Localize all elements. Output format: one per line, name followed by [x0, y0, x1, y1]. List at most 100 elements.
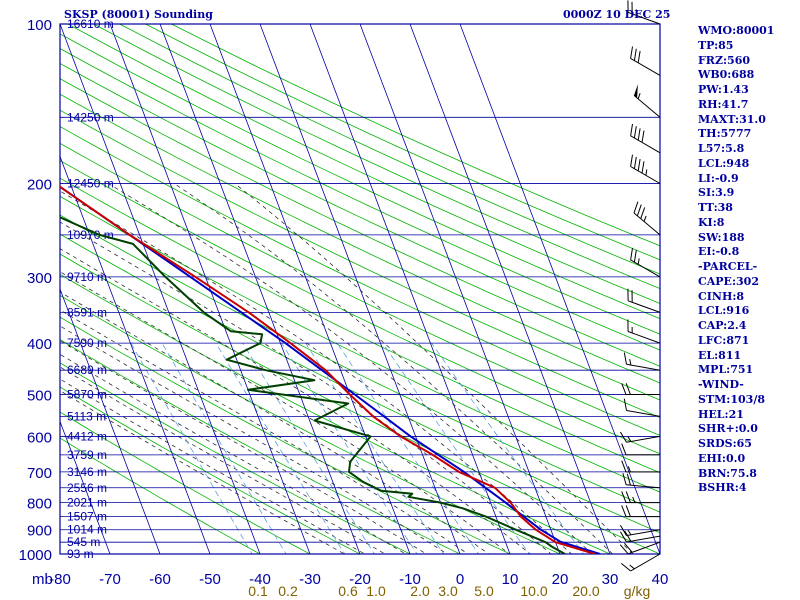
isotherm: [259, 24, 461, 554]
height-label: 5870 m: [67, 387, 107, 401]
pressure-label: 400: [27, 336, 52, 353]
wind-barb-staff: [626, 484, 661, 489]
moist-adiabat: [60, 271, 511, 554]
isotherm: [109, 24, 311, 554]
index-item: RH:41.7: [698, 97, 749, 111]
wind-barb-feather: [621, 443, 627, 455]
dry-adiabat: [60, 78, 660, 367]
wind-barb-staff: [630, 166, 661, 184]
mixing-ratio-line: [336, 342, 480, 554]
index-item: CAP:2.4: [698, 319, 747, 332]
wind-barb-feather: [636, 204, 642, 217]
isotherm: [60, 420, 111, 554]
mixing-ratio-label: g/kg: [624, 583, 650, 599]
wind-barb-feather: [630, 154, 633, 167]
isotherm: [60, 24, 261, 554]
height-label: 9710 m: [67, 270, 107, 284]
wind-barb-feather: [630, 46, 633, 59]
moist-adiabat: [108, 183, 593, 554]
index-item: TH:5777: [698, 127, 752, 141]
wind-barb-feather: [623, 352, 627, 365]
wind-barb-half-feather: [637, 93, 641, 100]
wind-barb-feather: [621, 460, 627, 473]
wind-barb-half-feather: [627, 529, 632, 536]
height-label: 6689 m: [67, 363, 107, 377]
dry-adiabat: [60, 160, 660, 455]
temperature-label: -30: [299, 571, 321, 588]
wind-barb-feather: [625, 383, 631, 395]
temperature-label: 30: [602, 571, 619, 588]
wind-barb-feather: [619, 431, 627, 443]
moist-adiabat: [60, 221, 552, 554]
wind-barb-feather: [621, 491, 627, 503]
height-label: 3146 m: [67, 465, 107, 479]
wind-barb-staff: [626, 535, 661, 543]
height-label: 16610 m: [67, 17, 114, 31]
dewpoint-line: [60, 216, 566, 554]
wind-barb: [621, 460, 660, 473]
height-label: 2556 m: [67, 481, 107, 495]
wind-barb-feather: [640, 207, 646, 219]
wind-barb-staff: [626, 529, 661, 537]
wind-barb-staff: [627, 11, 661, 25]
wind-barb: [633, 84, 661, 118]
mixing-ratio-label: 10.0: [520, 583, 547, 599]
indices-panel: WMO:80001 TP:85 FRZ:560 WB0:688 PW:1.43 RH:41…: [698, 24, 798, 496]
moist-adiabat: [234, 183, 634, 554]
wind-barb-half-feather: [637, 258, 640, 265]
temperature-label: -60: [149, 571, 171, 588]
wind-barb-feather: [625, 505, 631, 517]
index-item: CINH:8: [698, 289, 745, 303]
index-item: HEL:21: [698, 407, 744, 421]
valid-time: 0000Z 10 DEC 25: [563, 8, 671, 21]
dry-adiabat: [66, 24, 660, 304]
pressure-label: 500: [27, 387, 52, 404]
dry-adiabat: [60, 177, 660, 474]
index-item: -WIND-: [698, 378, 744, 391]
station-title: SKSP (80001) Sounding: [64, 8, 213, 21]
height-label: 4412 m: [67, 429, 107, 443]
wind-barb-feather: [633, 156, 637, 169]
index-item: LCL:948: [698, 156, 750, 170]
temperature-label: -50: [199, 571, 221, 588]
pressure-label: 100: [27, 17, 52, 34]
wind-barb-staff: [633, 212, 661, 236]
moist-adiabat: [60, 248, 531, 554]
pressure-label: 300: [27, 270, 52, 287]
index-item: MAXT:31.0: [698, 112, 766, 126]
dry-adiabat: [60, 316, 511, 554]
wind-barb-feather: [641, 130, 645, 143]
wind-barb-feather: [641, 161, 645, 174]
index-item: FRZ:560: [698, 53, 751, 67]
wind-barb: [619, 541, 661, 555]
isotherm: [159, 24, 361, 554]
mixing-ratio-line: [161, 342, 287, 554]
moist-adiabat: [60, 340, 428, 554]
index-item: SW:188: [698, 230, 745, 244]
wind-barb: [621, 383, 660, 395]
wind-barb-feather: [621, 505, 627, 517]
wind-barb-staff: [630, 57, 661, 76]
wind-barb-staff: [630, 553, 661, 572]
wind-barb-staff: [627, 541, 661, 555]
pressure-unit-label: mb: [32, 571, 53, 588]
temperature-label: -10: [399, 571, 421, 588]
mixing-ratio-label: 5.0: [474, 583, 494, 599]
mixing-ratio-label: 0.2: [278, 583, 298, 599]
isotherm: [60, 155, 211, 554]
temperature-label: 10: [502, 571, 519, 588]
wind-barb: [619, 431, 661, 443]
index-item: LCL:916: [698, 304, 750, 318]
index-item: BSHR:4: [698, 481, 747, 495]
wind-barb-staff: [627, 331, 661, 344]
isotherm: [0, 24, 10, 554]
index-item: -PARCEL-: [698, 260, 758, 273]
mixing-ratio-line: [242, 342, 375, 554]
height-label: 93 m: [67, 547, 94, 561]
height-label: 3759 m: [67, 448, 107, 462]
height-label: 1014 m: [67, 523, 107, 537]
index-item: WMO:80001: [698, 24, 775, 37]
wind-barb-feather: [633, 201, 639, 214]
wind-barb-feather: [619, 544, 629, 555]
dry-adiabat: [60, 62, 660, 351]
